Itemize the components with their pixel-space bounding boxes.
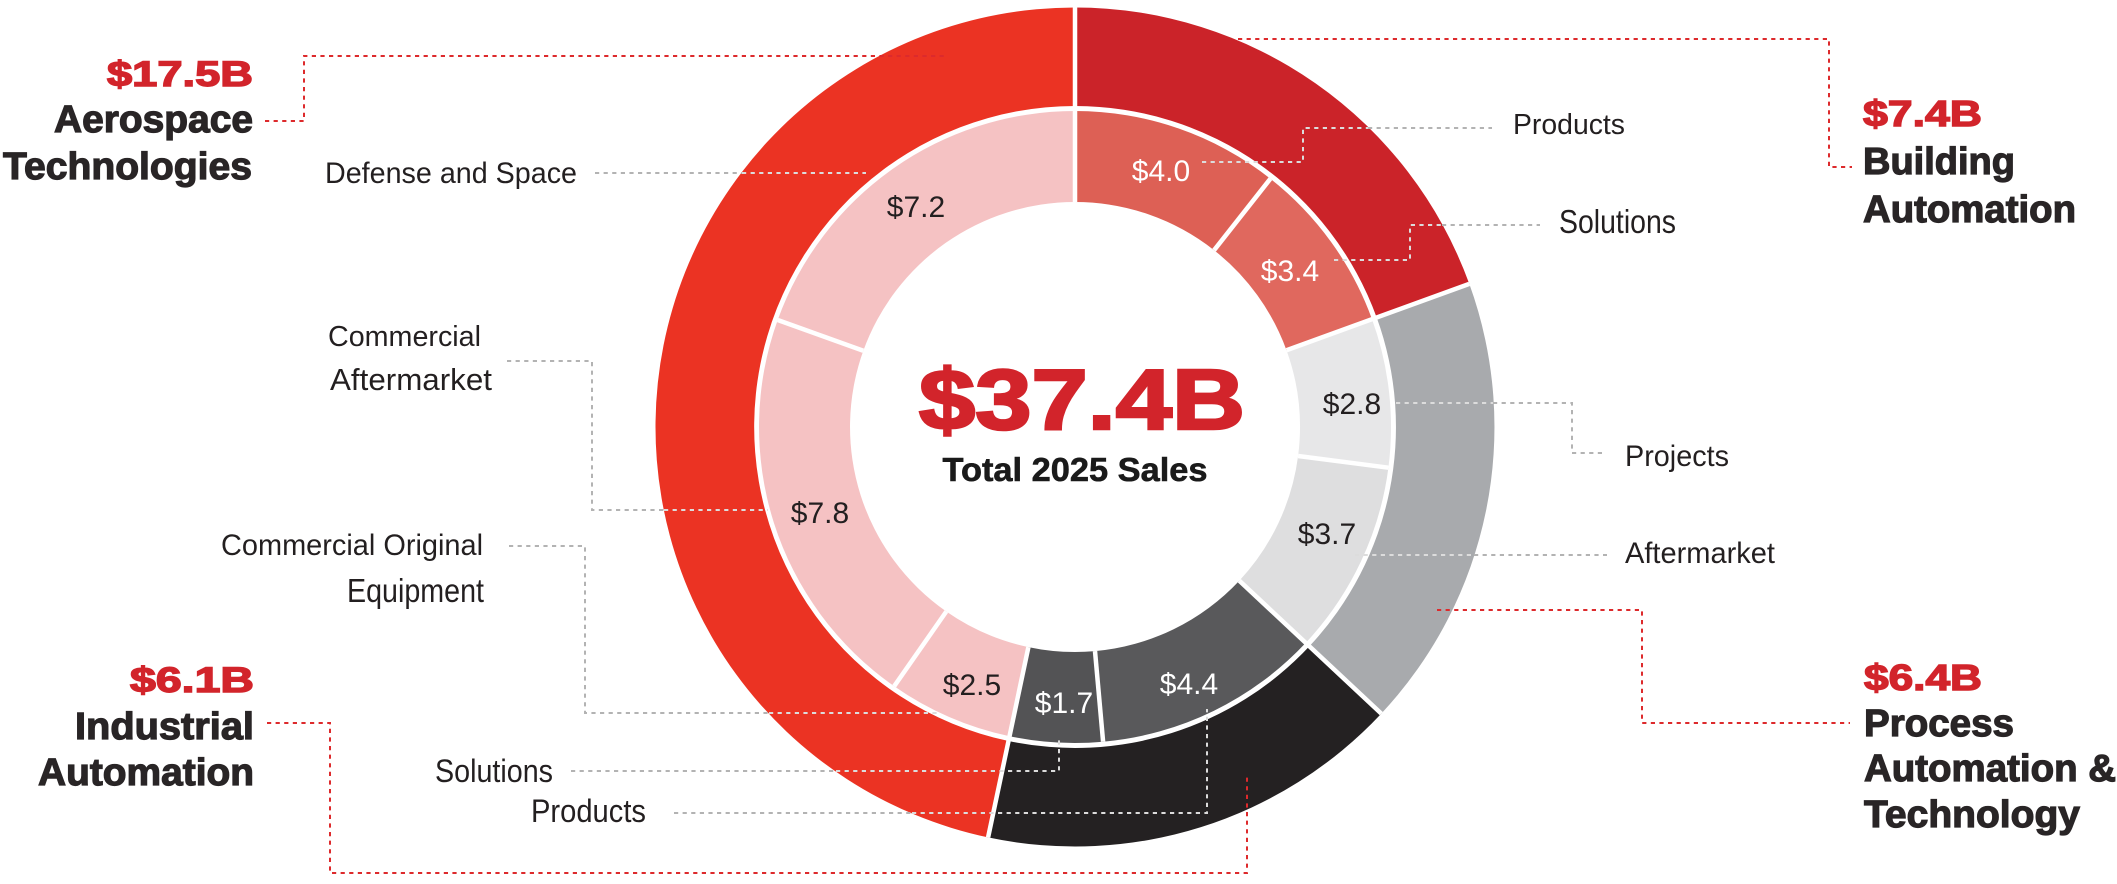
svg-text:Products: Products: [1513, 109, 1625, 141]
svg-text:Equipment: Equipment: [347, 572, 484, 609]
svg-text:$3.4: $3.4: [1261, 255, 1319, 288]
svg-text:Solutions: Solutions: [1559, 203, 1676, 240]
svg-text:Solutions: Solutions: [435, 753, 553, 789]
svg-text:$6.4B: $6.4B: [1864, 657, 1982, 698]
svg-text:Total 2025 Sales: Total 2025 Sales: [943, 451, 1208, 488]
svg-text:$7.4B: $7.4B: [1863, 93, 1982, 134]
svg-text:Automation: Automation: [1863, 189, 2076, 231]
svg-text:Automation &: Automation &: [1864, 748, 2116, 790]
svg-text:Aftermarket: Aftermarket: [1625, 537, 1776, 570]
svg-text:Products: Products: [531, 793, 646, 829]
svg-text:Commercial: Commercial: [328, 321, 481, 353]
svg-text:Technology: Technology: [1864, 794, 2080, 836]
svg-text:$4.4: $4.4: [1160, 668, 1218, 701]
svg-text:Defense and Space: Defense and Space: [325, 157, 577, 190]
svg-text:$37.4B: $37.4B: [919, 353, 1245, 448]
svg-text:Aftermarket: Aftermarket: [330, 362, 492, 397]
svg-text:$7.8: $7.8: [791, 497, 849, 530]
svg-text:Aerospace: Aerospace: [54, 99, 253, 141]
svg-text:Industrial: Industrial: [75, 706, 254, 748]
svg-text:$6.1B: $6.1B: [130, 661, 254, 700]
svg-text:$2.8: $2.8: [1323, 388, 1381, 421]
svg-text:$17.5B: $17.5B: [107, 55, 253, 94]
svg-text:$1.7: $1.7: [1035, 687, 1093, 720]
svg-text:Commercial Original: Commercial Original: [221, 529, 483, 562]
svg-text:$3.7: $3.7: [1298, 518, 1356, 551]
svg-text:Building: Building: [1863, 141, 2015, 183]
svg-text:$7.2: $7.2: [887, 191, 945, 224]
svg-text:$2.5: $2.5: [943, 669, 1001, 702]
svg-text:$4.0: $4.0: [1132, 155, 1190, 188]
svg-text:Technologies: Technologies: [3, 146, 252, 188]
svg-text:Projects: Projects: [1625, 440, 1729, 473]
svg-text:Automation: Automation: [38, 752, 254, 794]
svg-text:Process: Process: [1864, 703, 2014, 745]
